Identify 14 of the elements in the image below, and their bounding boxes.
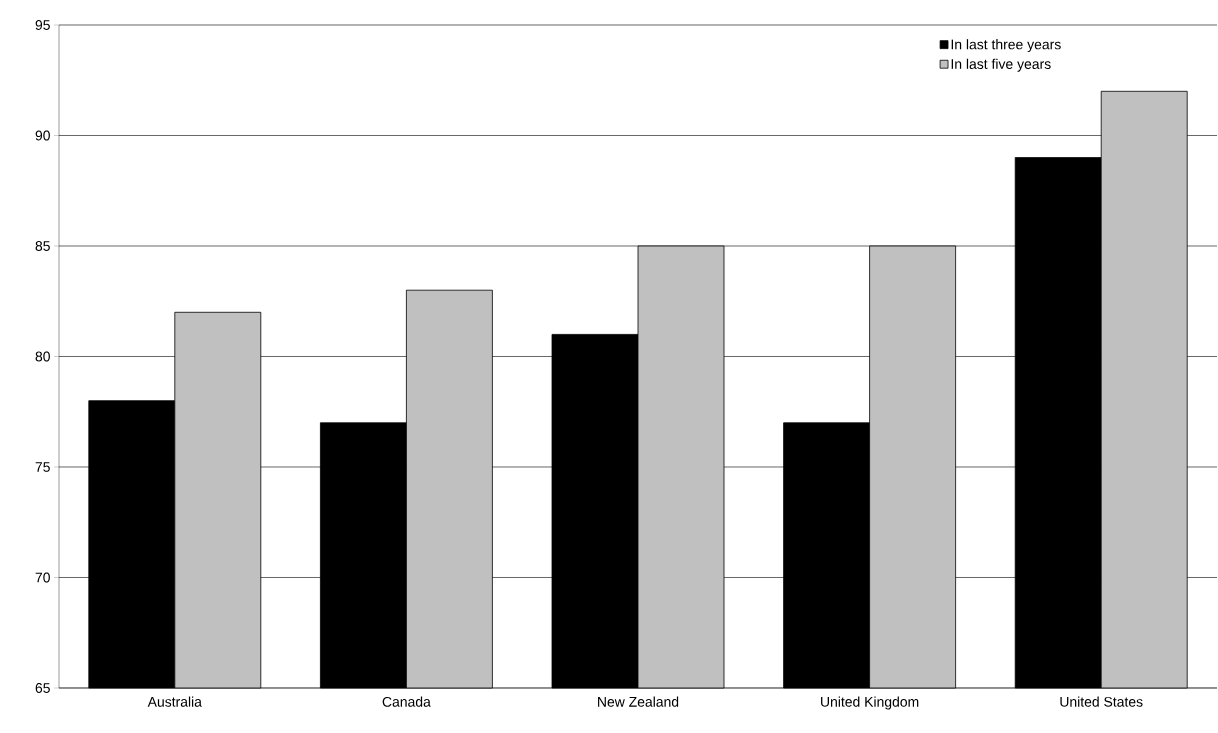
y-tick-label: 70 xyxy=(35,572,50,583)
x-tick-label: Australia xyxy=(147,696,202,707)
legend-label: In last five years xyxy=(951,58,1051,72)
y-tick-label: 85 xyxy=(35,241,50,251)
x-tick-label: Canada xyxy=(382,696,431,707)
y-tick-label: 75 xyxy=(35,462,50,472)
x-tick-label: United States xyxy=(1060,696,1143,707)
x-tick-label: New Zealand xyxy=(598,696,679,707)
legend-label: In last three years xyxy=(951,39,1061,53)
y-tick-label: 95 xyxy=(35,20,50,30)
y-tick-label: 65 xyxy=(35,683,50,693)
x-tick-label: United Kingdom xyxy=(821,696,919,710)
y-tick-label: 90 xyxy=(35,130,50,141)
y-tick-label: 80 xyxy=(35,351,50,362)
